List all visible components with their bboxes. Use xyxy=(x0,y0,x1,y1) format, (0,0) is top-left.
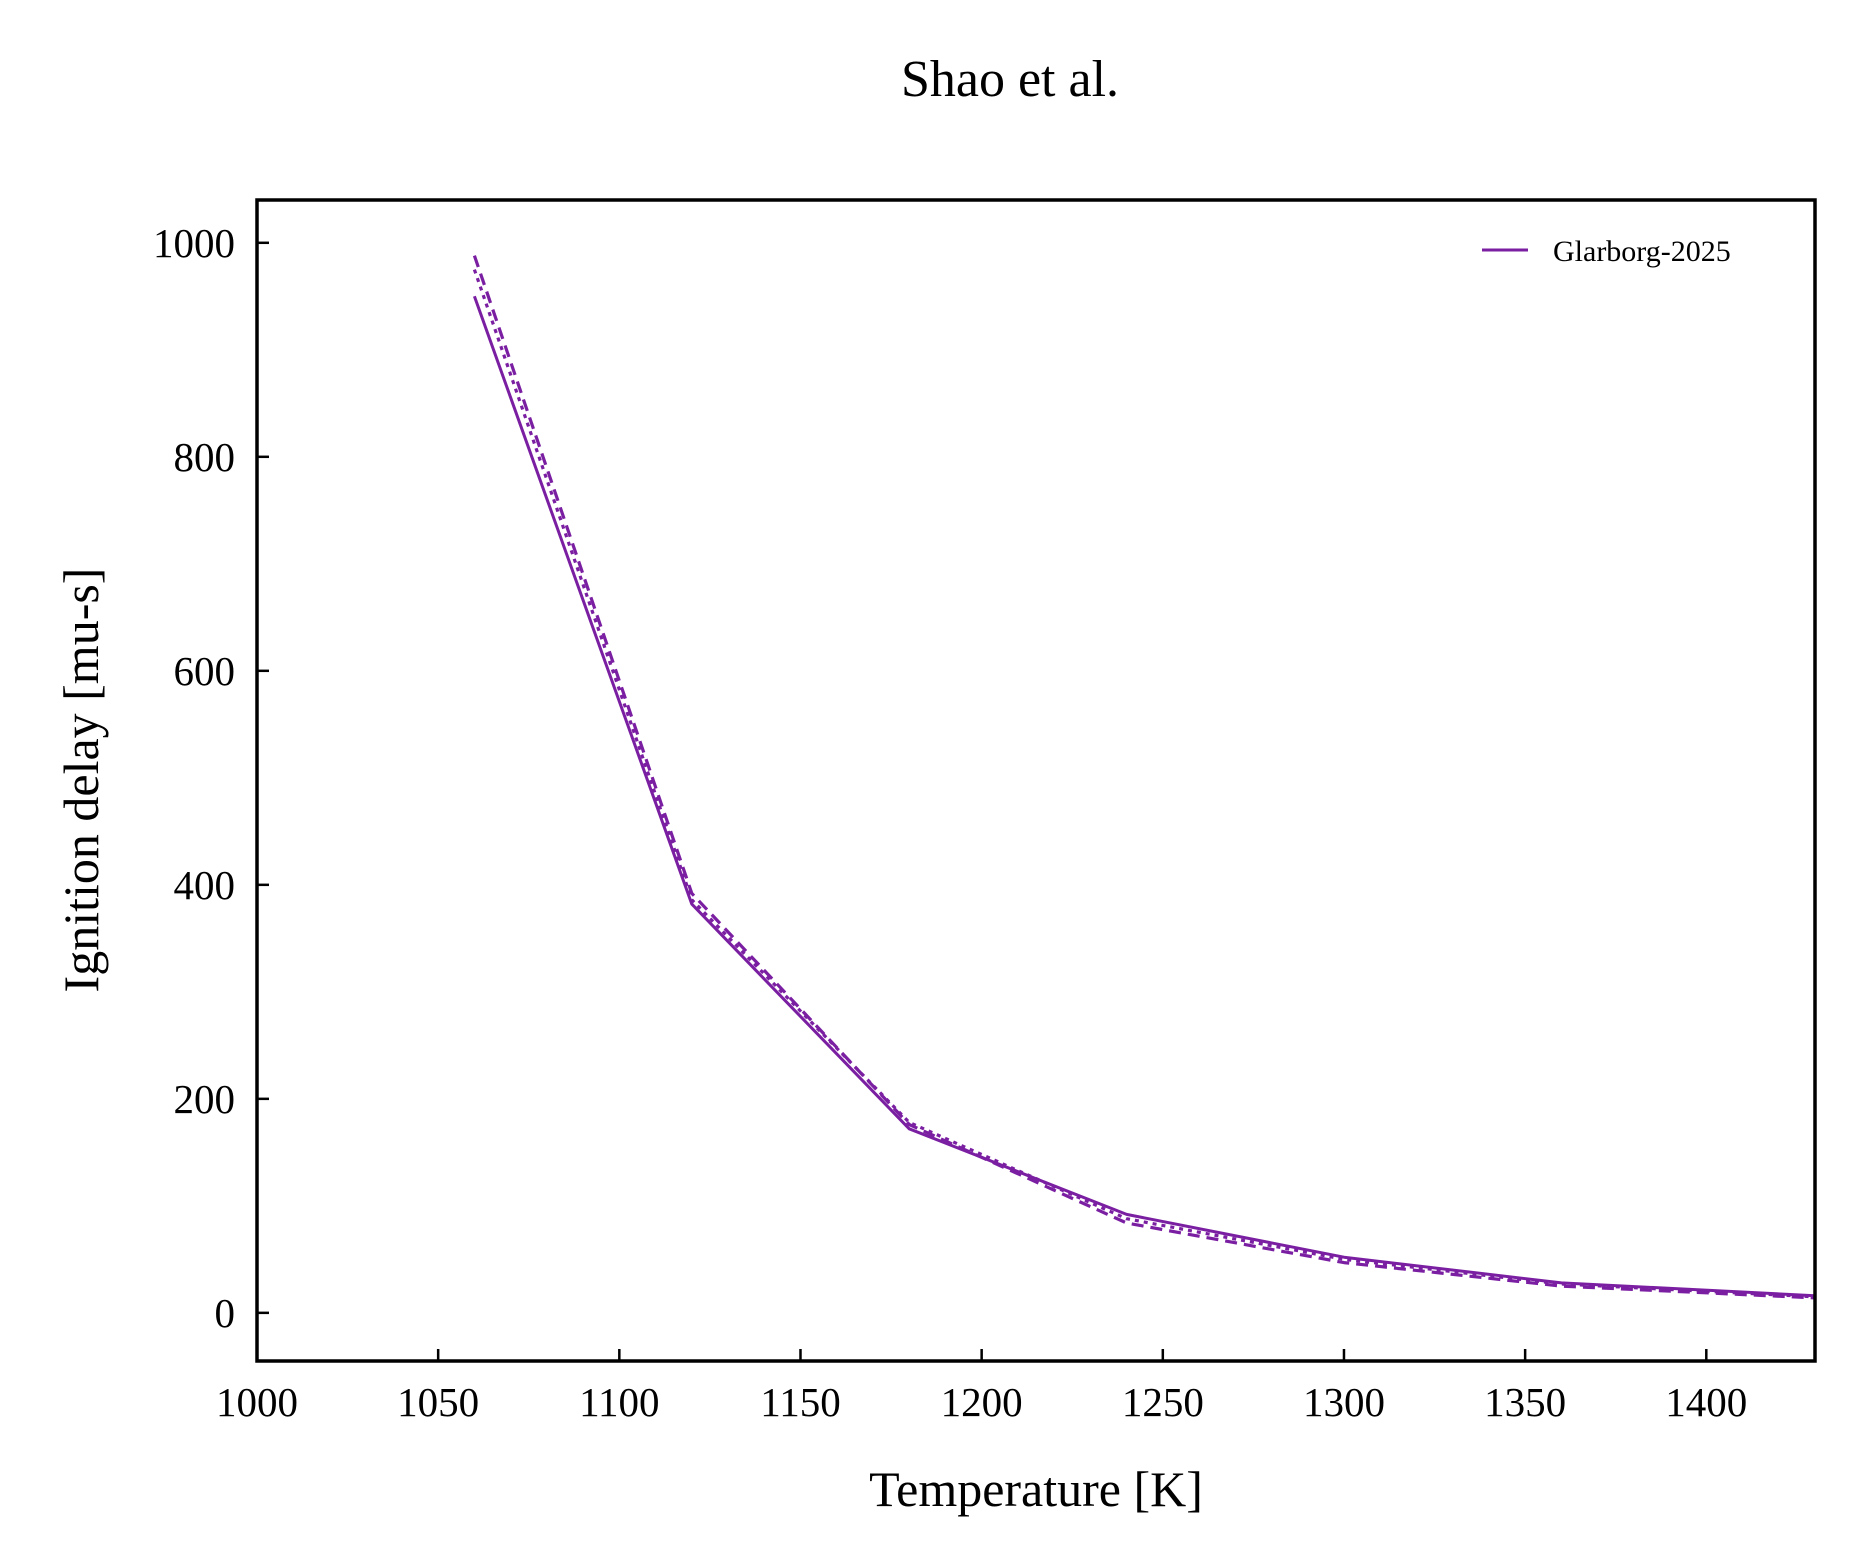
y-tick-label: 600 xyxy=(174,648,236,694)
y-tick-label: 0 xyxy=(215,1290,236,1336)
y-tick-label: 400 xyxy=(174,862,236,908)
series-line-dotted xyxy=(472,269,1816,1299)
x-tick-label: 1250 xyxy=(1122,1379,1204,1425)
tick-layer: 1000 1050 1100 1150 1200 1250 1300 1350 1400 0 200… xyxy=(153,220,1747,1425)
x-tick-label: 1200 xyxy=(941,1379,1023,1425)
y-axis-label: Ignition delay [mu-s] xyxy=(53,568,109,993)
legend: Glarborg-2025 xyxy=(1482,235,1731,268)
series-layer xyxy=(472,255,1816,1300)
x-tick-label: 1050 xyxy=(397,1379,479,1425)
x-tick-label: 1100 xyxy=(579,1379,659,1425)
x-axis-label: Temperature [K] xyxy=(869,1461,1203,1517)
legend-label: Glarborg-2025 xyxy=(1553,235,1731,268)
plot-area-frame xyxy=(255,198,1817,1363)
x-tick-label: 1000 xyxy=(216,1379,298,1425)
x-tick-label: 1350 xyxy=(1484,1379,1566,1425)
chart-title: Shao et al. xyxy=(901,51,1119,108)
series-line-solid xyxy=(472,295,1816,1298)
y-tick-label: 800 xyxy=(174,434,236,480)
y-tick-label: 200 xyxy=(174,1076,236,1122)
y-tick-label: 1000 xyxy=(153,220,235,266)
x-tick-label: 1300 xyxy=(1303,1379,1385,1425)
x-tick-label: 1400 xyxy=(1665,1379,1747,1425)
series-line-dashed xyxy=(472,255,1816,1300)
x-tick-label: 1150 xyxy=(760,1379,840,1425)
